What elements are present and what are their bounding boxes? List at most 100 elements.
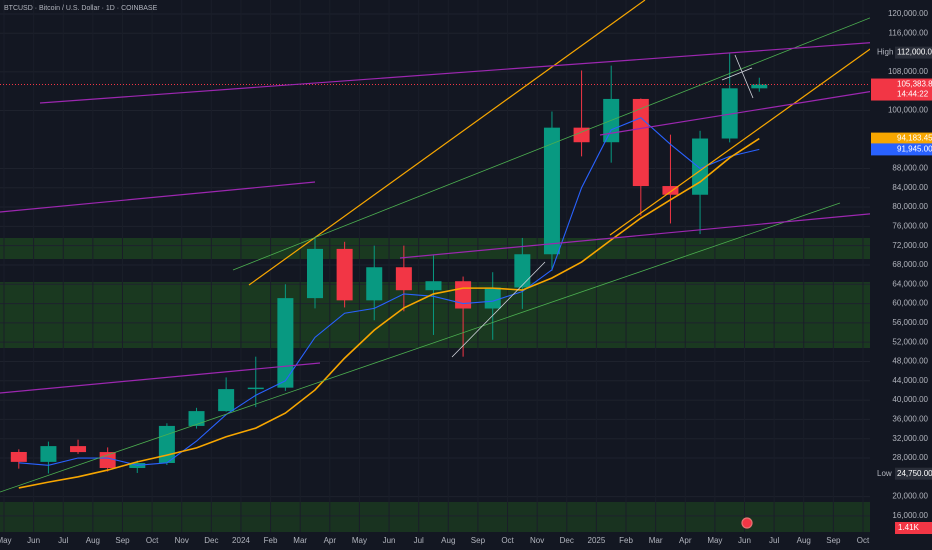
event-icon[interactable] — [741, 517, 753, 529]
trend-line — [39, 41, 881, 104]
volume-label-box — [895, 522, 932, 534]
time-scale — [0, 532, 870, 550]
y-tick-label: 80,000.00 — [892, 202, 928, 211]
x-tick-label: 2025 — [588, 536, 606, 545]
zone — [0, 502, 870, 532]
x-tick-label: Aug — [441, 536, 455, 545]
y-tick-label: 60,000.00 — [892, 299, 928, 308]
candle-body — [573, 127, 590, 143]
x-tick-label: Jun — [27, 536, 40, 545]
x-tick-label: Feb — [264, 536, 278, 545]
y-tick-label: 100,000.00 — [888, 106, 929, 115]
x-tick-label: Sep — [115, 536, 130, 545]
trend-line — [232, 9, 891, 271]
candle-body — [366, 267, 383, 301]
candle-body — [455, 281, 472, 309]
candle-body — [514, 254, 531, 288]
price-label: 24,750.00 — [897, 469, 932, 478]
price-label-box — [895, 467, 932, 480]
x-tick-label: Oct — [857, 536, 870, 545]
axis: 120,000.00 116,000.00 108,000.00 100,000.00… — [0, 9, 932, 545]
drawings — [0, 0, 891, 529]
trend-line — [599, 89, 881, 136]
y-tick-label: 16,000.00 — [892, 511, 928, 520]
candle-body — [188, 411, 205, 426]
price-label-tag: Low — [877, 469, 892, 478]
trend-line — [0, 362, 321, 394]
candle-body — [218, 389, 235, 412]
price-label: 105,383.85 — [897, 80, 932, 89]
y-tick-label: 64,000.00 — [892, 279, 928, 288]
trend-line — [0, 181, 316, 213]
x-tick-label: Nov — [530, 536, 544, 545]
x-tick-label: Nov — [175, 536, 189, 545]
x-tick-label: Dec — [560, 536, 574, 545]
candle-body — [336, 248, 353, 301]
x-tick-label: Jun — [738, 536, 751, 545]
x-tick-label: Mar — [649, 536, 663, 545]
x-tick-label: May — [707, 536, 722, 545]
y-tick-label: 56,000.00 — [892, 318, 928, 327]
trend-line — [609, 41, 881, 236]
y-tick-label: 68,000.00 — [892, 260, 928, 269]
candle-body — [662, 186, 679, 195]
y-tick-label: 32,000.00 — [892, 434, 928, 443]
trend-line — [0, 202, 841, 493]
x-tick-label: Aug — [86, 536, 100, 545]
x-tick-label: Jun — [383, 536, 396, 545]
candle-body — [10, 451, 27, 462]
countdown: 14:44:22 — [897, 90, 929, 99]
y-tick-label: 116,000.00 — [889, 28, 929, 37]
candle-body — [277, 298, 294, 388]
y-tick-label: 84,000.00 — [892, 183, 928, 192]
x-tick-label: Jul — [58, 536, 68, 545]
y-tick-label: 52,000.00 — [892, 337, 928, 346]
candle-body — [484, 287, 501, 309]
candle-body — [307, 248, 323, 299]
x-tick-label: Jul — [769, 536, 779, 545]
y-tick-label: 40,000.00 — [892, 395, 928, 404]
price-label-box — [871, 132, 932, 145]
marks — [0, 52, 870, 489]
price-label-box — [895, 46, 932, 59]
trend-line — [721, 67, 753, 81]
zones — [0, 238, 870, 532]
x-tick-label: Mar — [293, 536, 307, 545]
price-label-box — [871, 78, 932, 101]
candle-body — [395, 267, 412, 291]
x-tick-label: Apr — [679, 536, 692, 545]
candle-body — [721, 88, 738, 139]
x-tick-label: Feb — [619, 536, 633, 545]
trend-line — [399, 211, 891, 259]
y-tick-label: 120,000.00 — [888, 9, 929, 18]
y-tick-label: 44,000.00 — [892, 376, 928, 385]
candle-body — [70, 446, 87, 453]
x-tick-label: Jul — [414, 536, 424, 545]
candle-body — [99, 452, 116, 469]
x-tick-label: Sep — [826, 536, 841, 545]
x-tick-label: Aug — [797, 536, 811, 545]
y-tick-label: 72,000.00 — [892, 241, 928, 250]
candle-body — [158, 425, 175, 463]
candle-body — [425, 281, 442, 291]
price-label: 94,183.45 — [897, 134, 932, 143]
x-tick-label: Sep — [471, 536, 486, 545]
x-tick-label: May — [0, 536, 12, 545]
trend-line — [734, 54, 754, 99]
y-tick-label: 108,000.00 — [888, 67, 929, 76]
candle-body — [247, 387, 264, 390]
x-tick-label: Oct — [146, 536, 159, 545]
moving-average — [18, 117, 760, 466]
y-tick-label: 20,000.00 — [892, 492, 928, 501]
candle-body — [40, 446, 57, 462]
zone — [0, 282, 870, 348]
grid — [0, 13, 870, 517]
candle-body — [751, 84, 768, 89]
chart-title: BTCUSD · Bitcoin / U.S. Dollar · 1D · CO… — [4, 5, 158, 12]
moving-average — [18, 137, 760, 489]
y-tick-label: 48,000.00 — [892, 357, 928, 366]
price-label-tag: High — [877, 48, 893, 57]
price-label-box — [871, 143, 932, 156]
y-tick-label: 36,000.00 — [892, 415, 928, 424]
